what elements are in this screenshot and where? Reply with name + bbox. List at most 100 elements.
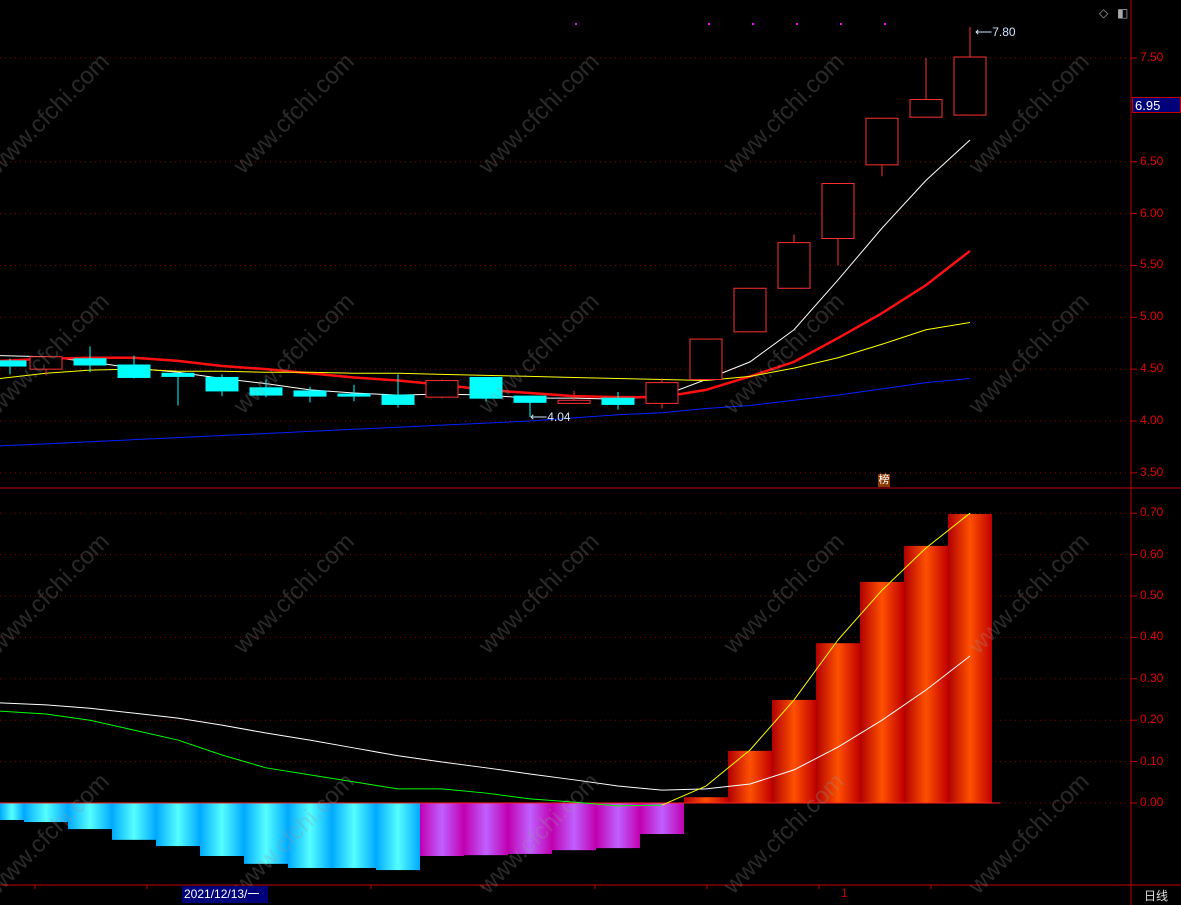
macd-fast-line-segment (353, 781, 399, 790)
macd-histogram-bar (684, 797, 728, 803)
moving-average-line (0, 139, 971, 400)
macd-histogram-bar (816, 643, 860, 803)
macd-histogram-bar (640, 803, 684, 835)
macd-fast-line-segment (749, 699, 795, 751)
current-price-tag: 6.95 (1132, 97, 1181, 113)
month-marker: 1 (841, 886, 848, 900)
macd-fast-line-segment (133, 729, 179, 741)
period-selector[interactable]: 日线 (1144, 889, 1169, 903)
y-tick-label: 4.50 (1140, 361, 1164, 376)
macd-histogram-bar (24, 803, 68, 823)
macd-fast-line-segment (837, 589, 883, 641)
y-tick-label: 4.00 (1140, 413, 1164, 427)
signal-dot (575, 23, 577, 25)
macd-histogram-bar (112, 803, 156, 840)
candle-body (953, 56, 987, 116)
macd-histogram-bar (904, 545, 948, 803)
macd-histogram-bar (68, 803, 112, 830)
macd-slow-line (0, 655, 971, 791)
macd-fast-line-segment (485, 792, 531, 800)
date-cursor-label: 2021/12/13/一 (182, 886, 268, 903)
candle-body (557, 399, 591, 404)
candle-body (645, 382, 679, 404)
macd-histogram-bar (200, 803, 244, 856)
macd-fast-line-segment (177, 739, 223, 756)
moving-average-line (0, 377, 971, 447)
signal-dot (884, 23, 886, 25)
layout-toggle-icon[interactable]: ◧ (1117, 6, 1129, 20)
y-tick-label: 0.40 (1140, 629, 1164, 644)
low-price-label: ⟵4.04 (530, 410, 571, 424)
macd-histogram-bar (156, 803, 200, 847)
macd-fast-line-segment (89, 719, 135, 731)
macd-fast-line-segment (793, 639, 839, 701)
candle-body (821, 183, 855, 239)
y-tick-label: 6.00 (1140, 205, 1164, 220)
y-tick-label: 0.10 (1140, 753, 1164, 768)
candle-body (205, 376, 239, 392)
macd-fast-line-segment (529, 798, 575, 803)
y-tick-label: 7.50 (1140, 50, 1164, 65)
y-tick-label: 0.00 (1140, 795, 1164, 809)
diamond-icon[interactable]: ◇ (1099, 6, 1109, 20)
y-tick-label: 6.50 (1140, 153, 1164, 168)
macd-histogram-bar (288, 803, 332, 868)
macd-fast-line-segment (617, 804, 663, 807)
candle-body (337, 393, 371, 397)
low-price-value: 4.04 (547, 410, 571, 424)
candle-body (73, 358, 107, 366)
candle-body (161, 372, 195, 377)
macd-histogram-bar (772, 699, 816, 803)
macd-fast-line-segment (441, 788, 487, 794)
macd-fast-line-segment (45, 713, 91, 721)
y-tick-label: 0.20 (1140, 712, 1164, 727)
list-badge-icon[interactable]: 榜 (878, 474, 890, 487)
macd-histogram-bar (420, 803, 464, 856)
candle-body (381, 394, 415, 405)
moving-average-line (0, 321, 971, 382)
macd-histogram-bar (332, 803, 376, 868)
macd-histogram-bar (244, 803, 288, 864)
candle-body (733, 287, 767, 333)
high-price-label: ⟵7.80 (975, 25, 1016, 39)
macd-histogram-bar (0, 803, 24, 820)
macd-fast-line-segment (925, 512, 971, 549)
macd-fast-line-segment (221, 754, 267, 769)
macd-fast-line-segment (573, 801, 619, 807)
macd-fast-line-segment (0, 710, 47, 715)
macd-histogram-bar (860, 581, 904, 803)
signal-dot (752, 23, 754, 25)
macd-histogram-bar (596, 803, 640, 849)
macd-histogram-bar (376, 803, 420, 871)
candle-body (601, 397, 635, 405)
candle-body (249, 387, 283, 396)
macd-histogram-bar (552, 803, 596, 851)
macd-histogram-bar (728, 750, 772, 803)
signal-dot (796, 23, 798, 25)
macd-fast-line-segment (661, 785, 707, 806)
signal-dot (840, 23, 842, 25)
candle-body (909, 99, 943, 118)
macd-fast-line-segment (265, 767, 311, 776)
candle-body (117, 364, 151, 378)
y-tick-label: 3.50 (1140, 464, 1164, 479)
y-tick-label: 0.30 (1140, 670, 1164, 685)
y-tick-label: 0.60 (1140, 546, 1164, 561)
candle-body (689, 338, 723, 381)
candle-body (293, 390, 327, 397)
candle-body (0, 360, 27, 367)
macd-fast-line-segment (309, 774, 355, 783)
candle-body (865, 117, 899, 166)
candle-body (469, 376, 503, 399)
macd-fast-line-segment (705, 749, 751, 787)
macd-fast-line-segment (881, 547, 927, 591)
y-tick-label: 0.70 (1140, 505, 1164, 520)
macd-histogram-bar (464, 803, 508, 856)
candle-body (777, 242, 811, 289)
signal-dot (708, 23, 710, 25)
macd-histogram-bar (948, 514, 992, 803)
candle-body (29, 356, 63, 370)
y-tick-label: 5.50 (1140, 257, 1164, 272)
high-price-value: 7.80 (992, 25, 1016, 39)
